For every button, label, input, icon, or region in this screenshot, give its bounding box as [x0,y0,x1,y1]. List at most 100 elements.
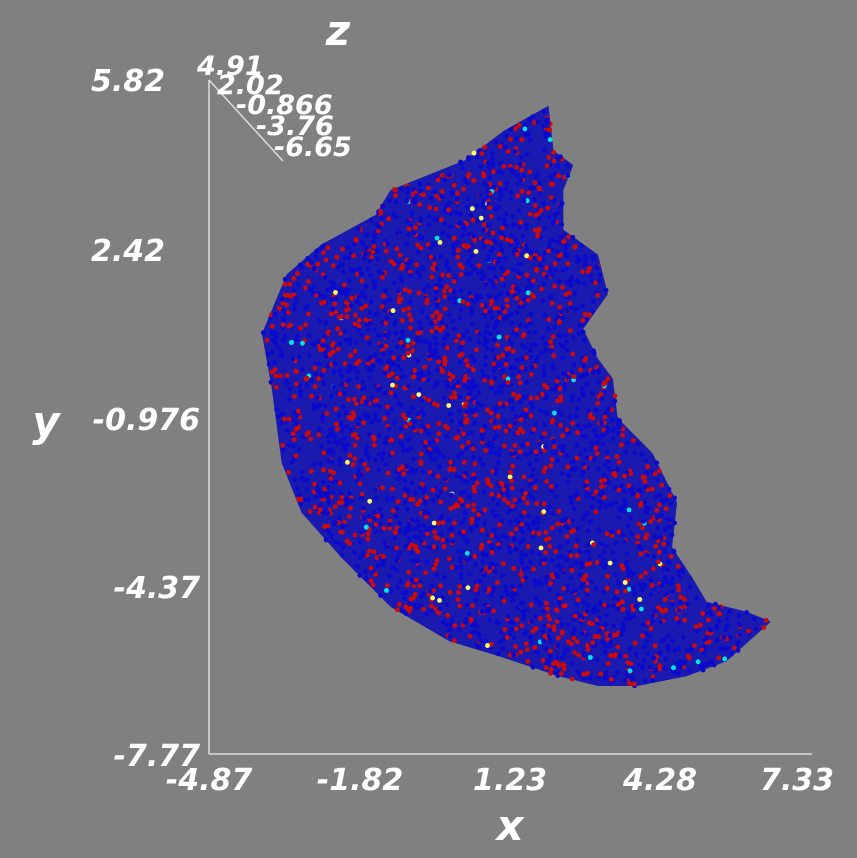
data-point [548,174,554,179]
data-point [414,262,419,268]
data-point [294,271,300,276]
data-point [545,606,550,612]
data-point [487,265,493,271]
data-point [712,606,718,611]
data-point [373,411,378,417]
data-point [359,332,365,338]
data-point [417,234,422,240]
data-point [556,173,561,179]
data-point [455,190,460,196]
data-point [348,505,353,511]
data-point [511,621,516,627]
data-point [622,678,628,683]
data-point [492,274,498,280]
data-point [319,444,324,449]
data-point [571,335,576,340]
data-point [447,556,452,562]
data-point [610,550,616,556]
data-point [425,283,431,288]
data-point [584,543,590,548]
data-point [497,309,502,315]
data-point [682,596,687,602]
data-point [627,616,633,621]
data-point [554,249,560,255]
data-point [584,479,590,485]
data-point [325,245,331,251]
data-point [641,519,646,524]
data-point [625,568,631,574]
data-point [352,321,358,327]
data-point [442,574,447,580]
data-point [532,203,538,209]
data-point [644,470,649,476]
data-point [418,529,423,534]
data-point [397,520,403,526]
data-point [555,163,560,169]
data-point [354,478,360,484]
data-point [404,190,410,196]
data-point [616,515,622,521]
data-point [508,238,514,244]
data-point [587,312,592,318]
data-point [419,424,425,429]
data-point [517,304,522,310]
data-point [457,262,463,268]
data-point [499,594,505,600]
data-point [490,246,496,252]
data-point [573,560,579,566]
data-point [426,213,432,219]
data-point [489,410,494,416]
data-point [539,392,545,397]
data-point [365,232,370,238]
data-point [612,398,618,404]
data-point [523,491,528,496]
data-point [308,468,314,474]
data-point [434,341,439,347]
data-point [588,414,593,420]
data-point [392,187,398,193]
data-point [505,380,511,385]
data-point [560,433,565,439]
data-point [472,489,477,494]
data-point [272,340,278,345]
data-point [515,193,520,199]
data-point [483,329,489,335]
data-point [343,337,349,343]
data-point [505,149,511,154]
data-point [399,278,405,284]
data-point [437,606,442,612]
data-point [448,459,454,465]
data-point [560,553,565,559]
data-point [497,188,503,194]
data-point [619,508,625,513]
data-point [576,423,581,429]
data-point [326,500,331,506]
data-point [465,260,471,266]
data-point [383,343,389,349]
data-point [495,651,501,657]
data-point [635,493,640,499]
data-point [383,288,389,294]
data-point [368,565,374,571]
data-point [402,374,408,380]
data-point [522,122,528,128]
data-point [489,298,495,304]
data-point [622,473,627,479]
data-point [380,562,386,568]
data-point [573,543,579,549]
data-point [511,651,517,657]
data-point [408,596,414,602]
data-point [372,284,377,290]
data-point [524,198,530,204]
data-point [530,467,536,473]
data-point [488,450,494,455]
data-point [603,670,609,676]
data-point [353,340,359,346]
data-point [444,602,450,608]
data-point [564,539,570,545]
data-point [665,540,670,546]
data-point [519,560,525,565]
data-point [435,177,441,183]
data-point [502,418,507,424]
data-point [385,241,391,247]
